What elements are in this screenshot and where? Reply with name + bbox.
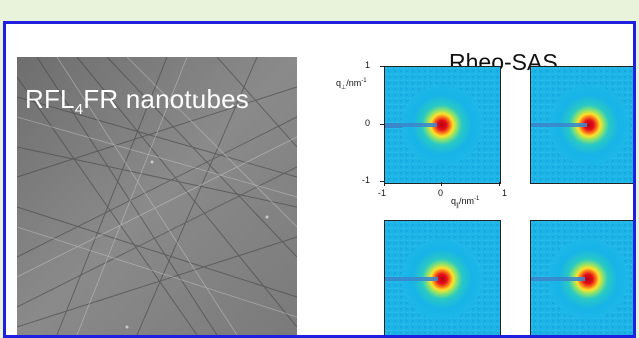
sas-pattern-top-right — [530, 66, 633, 184]
y-tick-mark — [380, 66, 384, 67]
x-tick-label: 0 — [438, 188, 444, 198]
x-tick-label: -1 — [378, 188, 387, 198]
tem-micrograph-image — [17, 57, 297, 335]
x-axis-label: q∥/nm-1 — [451, 196, 480, 209]
y-tick-label: 1 — [365, 60, 371, 70]
y-tick-label: 0 — [365, 118, 371, 128]
x-tick-label: 1 — [502, 188, 508, 198]
y-tick-mark — [380, 181, 384, 182]
x-tick-mark — [441, 182, 442, 186]
y-tick-label: -1 — [362, 175, 371, 185]
sas-pattern-bottom-left — [384, 220, 501, 335]
y-tick-mark — [380, 124, 384, 125]
x-tick-mark — [384, 182, 385, 186]
sas-pattern-top-left — [384, 66, 501, 184]
figure-frame: RFL4FR nanotubes Rheo-SAS q⊥/nm-1 1 0 -1… — [3, 21, 636, 338]
sas-pattern-bottom-right — [530, 220, 633, 335]
micrograph-label: RFL4FR nanotubes — [25, 84, 249, 118]
y-axis-label: q⊥/nm-1 — [336, 78, 367, 91]
x-tick-mark — [499, 182, 500, 186]
